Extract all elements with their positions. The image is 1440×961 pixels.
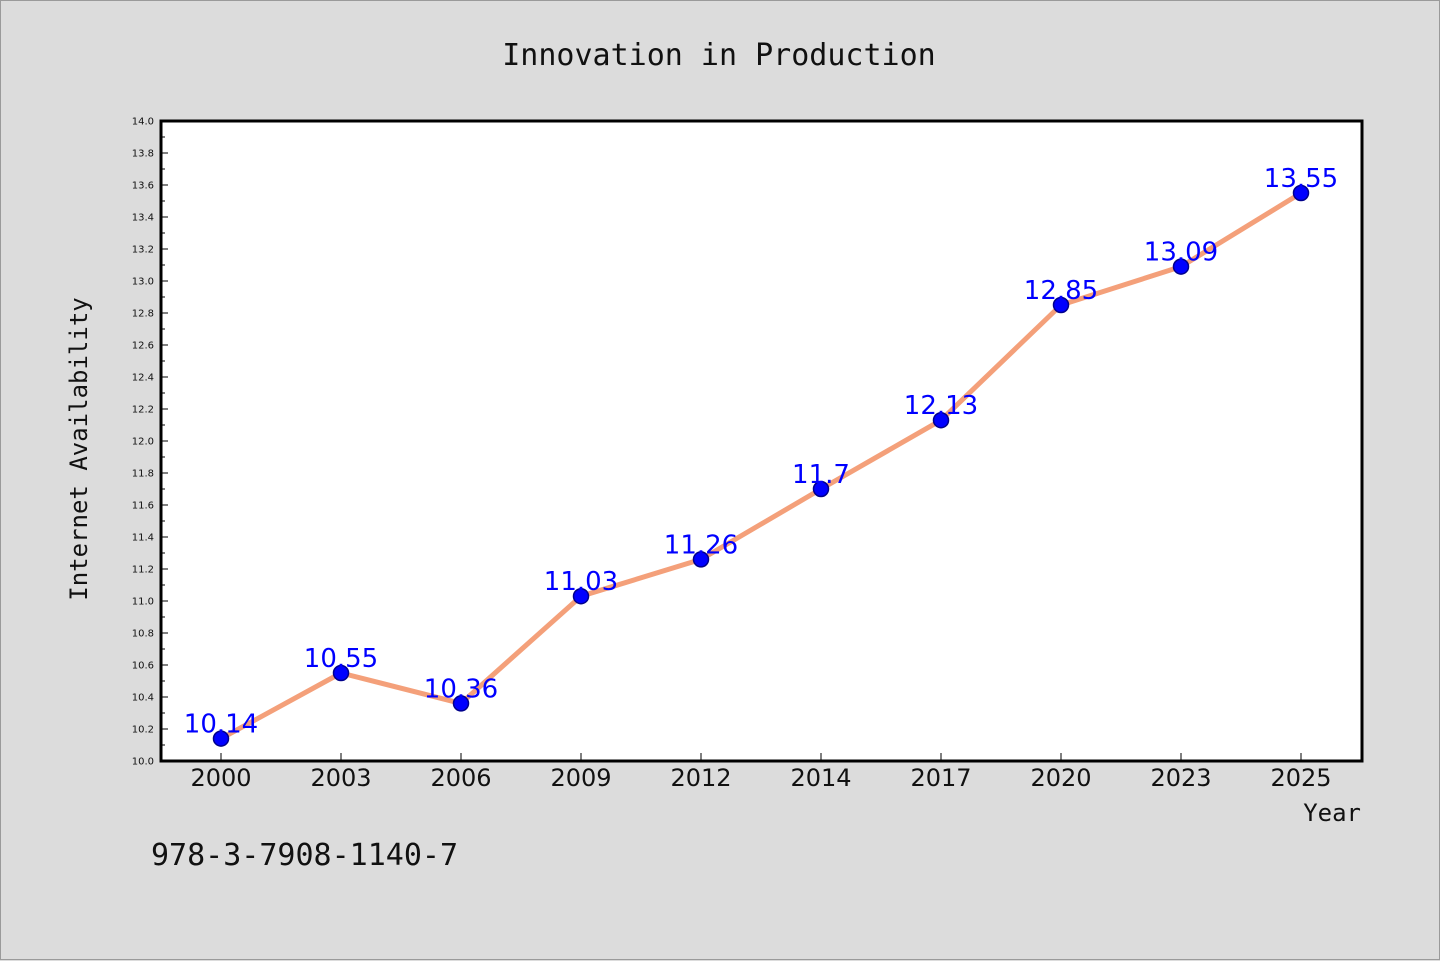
x-tick-label: 2000 xyxy=(190,764,251,792)
x-tick-label: 2012 xyxy=(670,764,731,792)
y-tick-label: 14.0 xyxy=(132,117,154,128)
data-label: 10.14 xyxy=(184,710,258,740)
y-axis: 10.0 10.2 10.4 10.6 10.8 11.0 11.2 11.4 11.6 11.8… xyxy=(132,117,168,768)
y-tick-label: 12.8 xyxy=(132,309,154,320)
y-tick-label: 10.2 xyxy=(132,725,154,736)
data-point xyxy=(212,730,230,747)
data-label: 13.55 xyxy=(1264,164,1338,194)
series-layer: 10.14 10.55 10.36 11.03 11.26 11.7 12.13 12.85 1… xyxy=(184,164,1338,747)
x-tick-label: 2023 xyxy=(1150,764,1211,792)
y-tick-label: 12.6 xyxy=(132,341,154,352)
data-point xyxy=(452,695,470,712)
chart-title: Innovation in Production xyxy=(502,38,935,73)
data-label: 12.85 xyxy=(1024,276,1098,306)
data-point xyxy=(932,411,950,429)
data-point xyxy=(572,587,590,605)
data-label: 11.26 xyxy=(664,530,738,560)
data-point xyxy=(812,480,830,498)
y-tick-label: 10.6 xyxy=(132,661,154,672)
y-tick-label: 10.4 xyxy=(132,693,154,704)
y-tick-label: 11.4 xyxy=(132,533,154,544)
x-tick-label: 2020 xyxy=(1030,764,1091,792)
data-point xyxy=(332,664,350,682)
y-tick-label: 11.6 xyxy=(132,501,154,512)
y-tick-label: 12.0 xyxy=(132,437,154,448)
x-tick-label: 2003 xyxy=(310,764,371,792)
x-tick-label: 2014 xyxy=(790,764,851,792)
data-point xyxy=(1052,296,1070,314)
x-axis: 2000 2003 2006 2009 2012 2014 2017 2020 2023 2025 xyxy=(190,753,1332,792)
isbn-text: 978-3-7908-1140-7 xyxy=(151,838,458,873)
x-tick-label: 2009 xyxy=(550,764,611,792)
y-tick-label: 13.8 xyxy=(132,149,154,160)
y-axis-label: Internet Availability xyxy=(65,297,93,600)
y-tick-label: 10.0 xyxy=(132,757,154,768)
data-label: 10.55 xyxy=(304,644,378,674)
data-label: 11.03 xyxy=(544,567,618,597)
y-tick-label: 11.8 xyxy=(132,469,154,480)
plot-area xyxy=(159,119,1364,763)
y-tick-label: 13.6 xyxy=(132,181,154,192)
x-tick-label: 2006 xyxy=(430,764,491,792)
data-label: 10.36 xyxy=(424,674,498,704)
y-tick-label: 11.0 xyxy=(132,597,154,608)
y-tick-label: 13.4 xyxy=(132,213,154,224)
x-tick-label: 2025 xyxy=(1270,764,1331,792)
data-label: 11.7 xyxy=(792,460,850,490)
y-tick-label: 11.2 xyxy=(132,565,154,576)
data-label: 13.09 xyxy=(1144,238,1218,268)
data-label: 12.13 xyxy=(904,391,978,421)
x-tick-label: 2017 xyxy=(910,764,971,792)
y-tick-label: 10.8 xyxy=(132,629,154,640)
y-tick-label: 13.0 xyxy=(132,277,154,288)
y-tick-label: 12.4 xyxy=(132,373,154,384)
x-axis-label: Year xyxy=(1303,799,1361,827)
data-point xyxy=(692,551,710,568)
data-point xyxy=(1172,258,1190,275)
series-line xyxy=(218,190,1304,742)
y-tick-label: 12.2 xyxy=(132,405,154,416)
y-tick-label: 13.2 xyxy=(132,245,154,256)
data-point xyxy=(1292,184,1310,202)
